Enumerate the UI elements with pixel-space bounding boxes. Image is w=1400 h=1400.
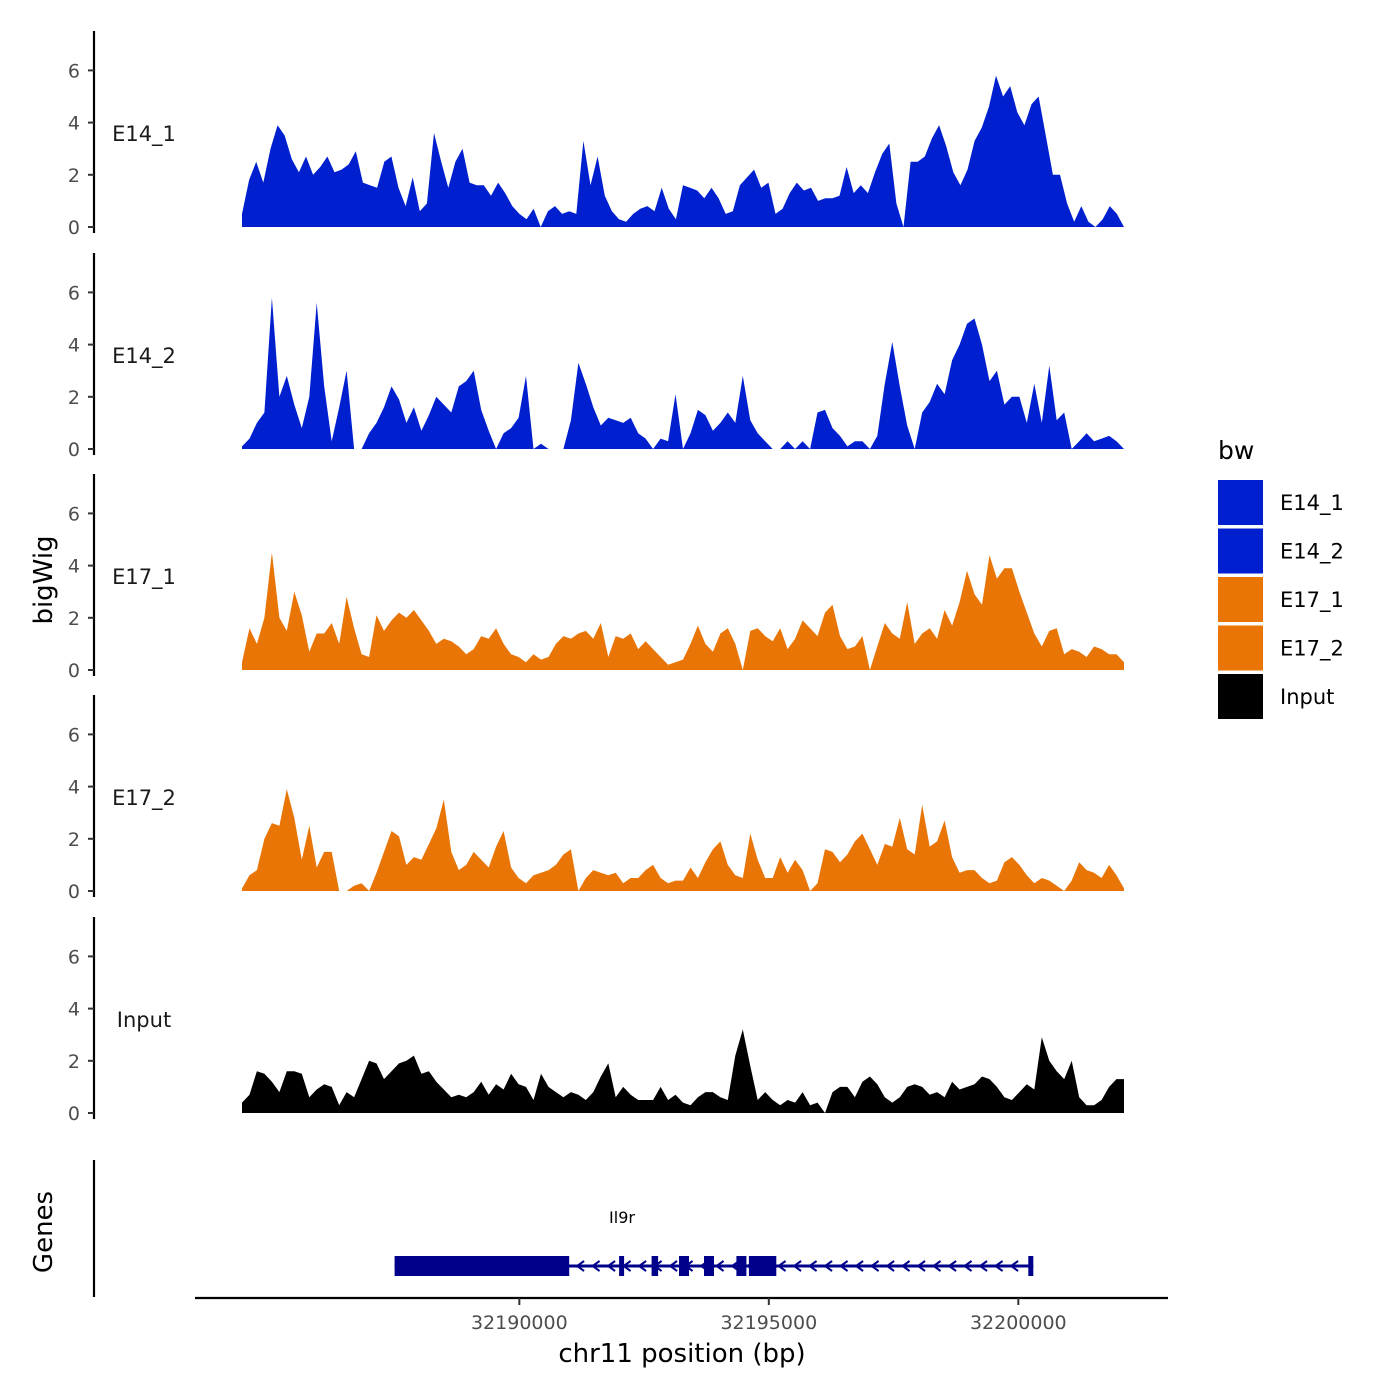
gene-exon xyxy=(1028,1256,1034,1276)
track-Input: 0 2 4 6 Input xyxy=(68,917,1124,1125)
y-tick-label: 0 xyxy=(68,439,80,461)
y-tick-label: 6 xyxy=(68,282,80,304)
panel-label: E17_1 xyxy=(112,565,176,590)
legend-key-E14_1 xyxy=(1218,480,1263,525)
strand-arrow xyxy=(668,1260,678,1272)
x-axis: 32190000 32195000 32200000 xyxy=(195,1296,1168,1334)
strand-arrow xyxy=(606,1260,616,1272)
track-E17_2: 0 2 4 6 E17_2 xyxy=(68,695,1124,903)
y-tick-label: 6 xyxy=(68,60,80,82)
coverage-area-E17_2 xyxy=(242,789,1124,891)
strand-arrow xyxy=(838,1260,849,1272)
y-tick-label: 0 xyxy=(68,881,80,903)
gene-exon xyxy=(736,1256,747,1276)
strand-arrow xyxy=(885,1260,895,1272)
legend-label: E14_2 xyxy=(1280,540,1344,565)
y-tick-label: 2 xyxy=(68,387,80,409)
x-tick-label: 32195000 xyxy=(720,1312,817,1334)
y-tick-label: 6 xyxy=(68,724,80,746)
gene-exon xyxy=(651,1256,659,1276)
strand-arrow xyxy=(993,1260,1004,1272)
strand-arrow xyxy=(854,1260,864,1272)
gene-exon xyxy=(704,1256,714,1276)
panel-label: Input xyxy=(117,1008,171,1032)
gene-exon xyxy=(619,1256,625,1276)
genes-axis-title: Genes xyxy=(29,1191,59,1273)
strand-arrow xyxy=(900,1260,911,1272)
strand-arrow xyxy=(590,1260,601,1272)
strand-arrow xyxy=(931,1260,942,1272)
gene-exon xyxy=(748,1256,777,1276)
strand-arrow xyxy=(575,1260,585,1272)
panel-label: E17_2 xyxy=(112,786,176,811)
coverage-area-Input xyxy=(242,1029,1124,1113)
legend-label: E14_1 xyxy=(1280,491,1344,516)
y-tick-label: 2 xyxy=(68,1051,80,1073)
y-tick-label: 2 xyxy=(68,829,80,851)
strand-arrow xyxy=(1009,1260,1019,1272)
coverage-area-E14_2 xyxy=(242,297,1124,449)
legend-title: bw xyxy=(1218,436,1254,465)
legend-label: Input xyxy=(1280,685,1334,709)
track-E14_1: 0 2 4 6 E14_1 xyxy=(68,31,1124,239)
x-tick-label: 32190000 xyxy=(471,1312,568,1334)
strand-arrow xyxy=(947,1260,957,1272)
gene-label: Il9r xyxy=(609,1208,635,1227)
strand-arrow xyxy=(823,1260,833,1272)
legend-label: E17_1 xyxy=(1280,588,1344,613)
legend-key-E17_1 xyxy=(1218,577,1263,622)
x-tick-label: 32200000 xyxy=(970,1312,1067,1334)
legend-label: E17_2 xyxy=(1280,637,1344,662)
gene-exon xyxy=(679,1256,689,1276)
legend-key-Input xyxy=(1218,674,1263,719)
y-tick-label: 0 xyxy=(68,660,80,682)
strand-arrow xyxy=(807,1260,818,1272)
strand-arrow xyxy=(776,1260,787,1272)
coverage-area-E14_1 xyxy=(242,75,1124,227)
legend: bw E14_1 E14_2 E17_1 E17_2 Input xyxy=(1218,436,1344,719)
legend-key-E14_2 xyxy=(1218,528,1263,574)
strand-arrow xyxy=(714,1260,725,1272)
y-tick-label: 4 xyxy=(68,999,80,1021)
strand-arrow xyxy=(916,1260,926,1272)
strand-arrow xyxy=(962,1260,973,1272)
y-tick-label: 2 xyxy=(68,165,80,187)
y-tick-label: 4 xyxy=(68,777,80,799)
y-tick-label: 4 xyxy=(68,113,80,135)
y-axis-title: bigWig xyxy=(29,535,59,624)
track-E14_2: 0 2 4 6 E14_2 xyxy=(68,253,1124,461)
y-tick-label: 0 xyxy=(68,1103,80,1125)
coverage-area-E17_1 xyxy=(242,552,1124,670)
coverage-tracks: 0 2 4 6 E14_1 0 2 4 6 E14_2 0 2 4 6 E17_1 0 2 4 6 E17_2 0 2 4 6… xyxy=(68,31,1124,1125)
strand-arrow xyxy=(869,1260,880,1272)
strand-arrow xyxy=(637,1260,647,1272)
y-tick-label: 0 xyxy=(68,217,80,239)
x-axis-title: chr11 position (bp) xyxy=(558,1339,805,1369)
legend-key-E17_2 xyxy=(1218,625,1263,671)
gene-exon xyxy=(394,1256,570,1276)
strand-arrow xyxy=(978,1260,988,1272)
panel-label: E14_2 xyxy=(112,344,176,369)
y-tick-label: 6 xyxy=(68,503,80,525)
y-tick-label: 4 xyxy=(68,556,80,578)
track-E17_1: 0 2 4 6 E17_1 xyxy=(68,474,1124,682)
y-tick-label: 6 xyxy=(68,946,80,968)
y-tick-label: 4 xyxy=(68,335,80,357)
y-tick-label: 2 xyxy=(68,608,80,630)
strand-arrow xyxy=(792,1260,802,1272)
gene-track: Il9r xyxy=(92,1160,1034,1297)
panel-label: E14_1 xyxy=(112,122,176,147)
